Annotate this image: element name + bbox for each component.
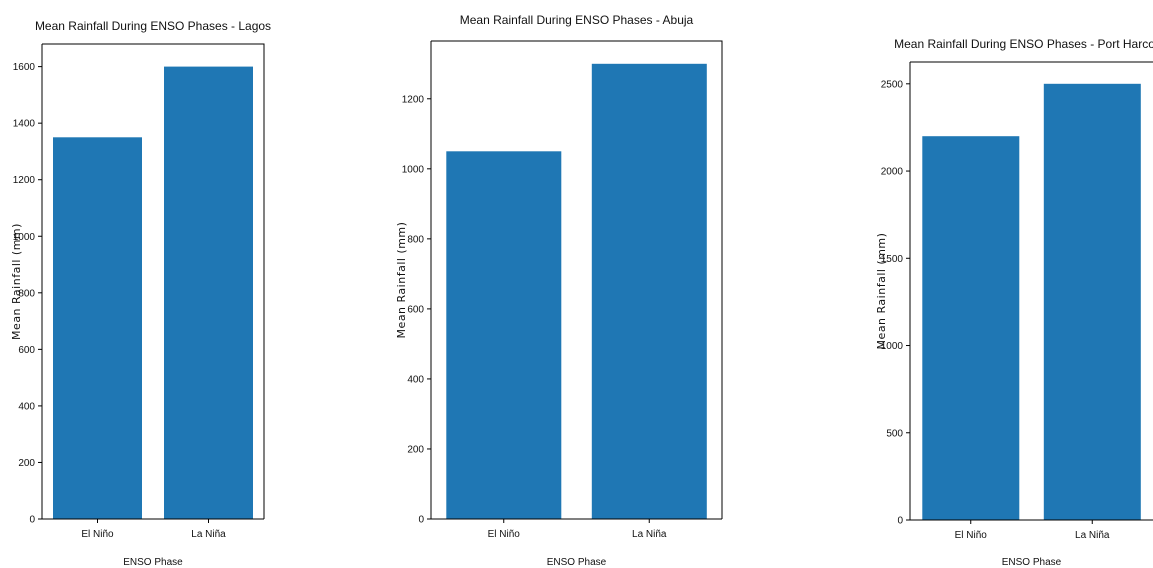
- y-tick-label-1: 0: [897, 516, 903, 527]
- bar-1: [53, 137, 142, 520]
- chart-panel-1: El Niño La Niña 0 200 400 600 800 1000 1200 1400 1…: [10, 19, 271, 568]
- y-tick-label-7: 1200: [13, 175, 36, 186]
- y-tick-label-4: 1500: [881, 254, 904, 265]
- x-tick-label-2: La Niña: [1075, 530, 1110, 541]
- y-tick-label-5: 800: [18, 288, 35, 299]
- chart-title: Mean Rainfall During ENSO Phases - Lagos: [35, 19, 271, 33]
- y-tick-label-2: 200: [18, 458, 35, 469]
- y-tick-label-2: 500: [886, 428, 903, 439]
- chart-panel-2: El Niño La Niña 0 200 400 600 800 1000 1200 Mean …: [395, 13, 723, 568]
- y-tick-label-4: 600: [407, 304, 424, 315]
- chart-title: Mean Rainfall During ENSO Phases - Abuja: [460, 13, 694, 27]
- y-axis-label: Mean Rainfall (mm): [10, 223, 23, 340]
- y-tick-label-3: 1000: [881, 341, 904, 352]
- y-tick-label-1: 0: [418, 515, 424, 526]
- x-tick-label-2: La Niña: [191, 529, 226, 540]
- x-axis-label: ENSO Phase: [123, 557, 183, 568]
- y-tick-label-5: 800: [407, 234, 424, 245]
- x-tick-label-1: El Niño: [488, 529, 521, 540]
- bar-2: [591, 63, 707, 520]
- chart-panel-3: El Niño La Niña 0 500 1000 1500 2000 2500 Mean R…: [875, 37, 1153, 568]
- y-tick-label-5: 2000: [881, 167, 904, 178]
- y-tick-label-3: 400: [18, 401, 35, 412]
- x-axis-label: ENSO Phase: [547, 557, 607, 568]
- y-tick-label-6: 2500: [881, 79, 904, 90]
- x-tick-label-1: El Niño: [955, 530, 988, 541]
- y-axis-label: Mean Rainfall (mm): [875, 233, 888, 350]
- x-tick-label-1: El Niño: [81, 529, 114, 540]
- y-tick-label-8: 1400: [13, 119, 36, 130]
- bar-2: [164, 66, 253, 519]
- bar-1: [446, 151, 562, 520]
- x-axis-label: ENSO Phase: [1002, 557, 1062, 568]
- y-tick-label-6: 1000: [13, 232, 36, 243]
- y-tick-label-3: 400: [407, 374, 424, 385]
- y-tick-label-4: 600: [18, 345, 35, 356]
- y-axis-label: Mean Rainfall (mm): [395, 222, 408, 339]
- y-tick-label-7: 1200: [402, 94, 425, 105]
- y-tick-label-6: 1000: [402, 164, 425, 175]
- y-tick-label-2: 200: [407, 444, 424, 455]
- x-tick-label-2: La Niña: [632, 529, 667, 540]
- y-tick-label-1: 0: [29, 515, 35, 526]
- bar-2: [1043, 83, 1141, 521]
- y-tick-label-9: 1600: [13, 62, 36, 73]
- bar-1: [922, 136, 1020, 520]
- chart-title: Mean Rainfall During ENSO Phases - Port …: [894, 37, 1153, 51]
